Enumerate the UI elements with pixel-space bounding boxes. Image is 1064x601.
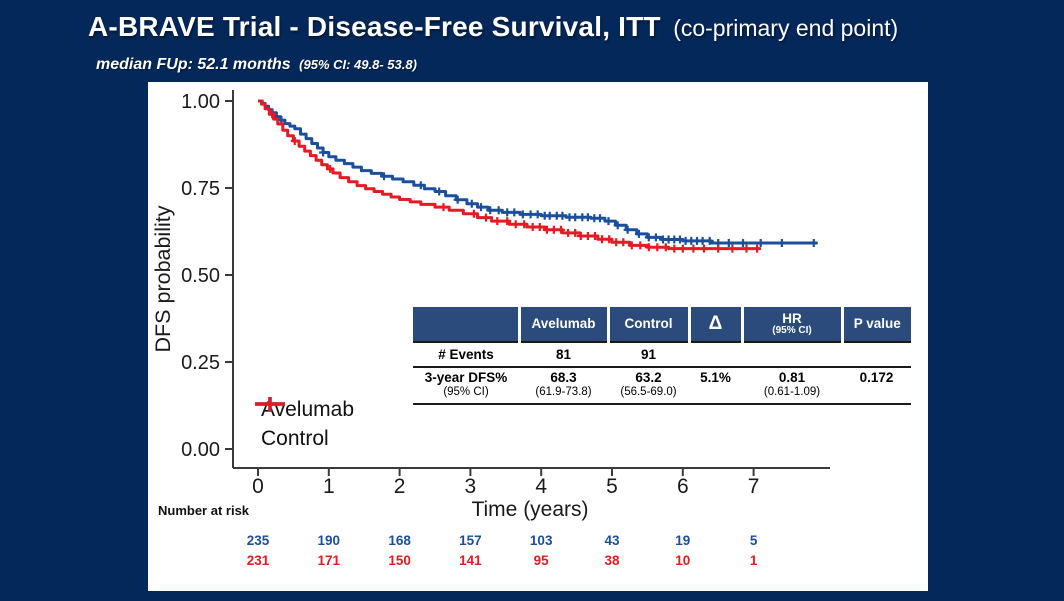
x-tick-label: 7 [748,475,760,498]
y-tick-label: 1.00 [181,91,220,113]
header-delta: Δ [687,307,742,343]
dfs-delta: 5.1% [689,367,742,405]
avelumab-curve [258,99,818,245]
y-tick-label: 0.75 [181,178,220,200]
axes [232,90,830,469]
events-avelumab: 81 [519,342,608,368]
stats-table: Avelumab Control Δ HR (95% CI) P value #… [413,307,911,405]
risk-count: 141 [459,553,482,568]
x-axis-label: Time (years) [471,498,589,521]
risk-count: 1 [749,553,758,568]
control-curve [258,99,761,251]
x-tick-label: 3 [465,475,477,498]
dfs-row: 3-year DFS% (95% CI) 68.3 (61.9-73.8) 63… [413,367,911,405]
stats-header-row: Avelumab Control Δ HR (95% CI) P value [413,307,911,343]
events-row: # Events 81 91 [413,342,911,368]
plot-panel: 0.00 0.25 0.50 0.75 1.00 0 1 2 3 4 5 6 7 DFS probabil… [148,82,928,591]
header-hr: HR (95% CI) [740,307,842,343]
control-plus-icon [255,397,285,411]
slide-title-suffix: (co-primary end point) [673,15,899,41]
x-tick-label: 5 [606,475,618,498]
risk-count: 157 [459,533,482,548]
median-followup-ci: (95% CI: 49.8- 53.8) [299,57,417,72]
legend-label: Control [261,426,329,450]
slide-subtitle: median FUp: 52.1 months (95% CI: 49.8- 5… [96,56,417,74]
x-tick-label: 1 [323,475,335,498]
risk-count: 5 [749,533,758,548]
header-empty [413,307,519,343]
risk-row-control: 231 171 150 141 95 38 10 1 [148,553,928,570]
legend-item-control: Control [252,397,354,453]
x-tick-label: 6 [677,475,689,498]
control-censor-marks [268,110,762,253]
avelumab-censor-marks [277,116,818,247]
risk-count: 171 [317,553,341,568]
events-label: # Events [413,342,519,368]
number-at-risk-label: Number at risk [158,503,250,518]
x-tick-label: 2 [394,475,406,498]
dfs-avelumab: 68.3 (61.9-73.8) [519,367,608,405]
risk-count: 38 [604,553,620,568]
risk-count: 43 [604,533,620,548]
y-tick-label: 0.25 [181,352,220,374]
events-control: 91 [608,342,689,368]
header-control: Control [606,307,689,343]
risk-count: 103 [529,533,553,548]
chart-legend: Avelumab Control [252,395,354,453]
y-axis-label: DFS probability [151,205,175,352]
risk-row-avelumab: 235 190 168 157 103 43 19 5 [148,533,928,550]
slide-title: A-BRAVE Trial - Disease-Free Survival, I… [88,11,898,43]
dfs-pvalue: 0.172 [842,367,911,405]
risk-count: 168 [388,533,411,548]
y-tick-label: 0.00 [181,439,220,461]
slide-title-main: A-BRAVE Trial - Disease-Free Survival, I… [88,11,661,42]
dfs-control: 63.2 (56.5-69.0) [608,367,689,405]
risk-count: 190 [317,533,341,548]
header-pvalue: P value [840,307,911,343]
risk-count: 235 [246,533,270,548]
x-tick-label: 0 [252,475,264,498]
risk-count: 150 [388,553,411,568]
dfs-hr: 0.81 (0.61-1.09) [742,367,842,405]
header-avelumab: Avelumab [517,307,608,343]
risk-count: 231 [246,553,270,568]
risk-count: 95 [533,553,549,568]
x-tick-label: 4 [535,475,547,498]
stats-table-container: Avelumab Control Δ HR (95% CI) P value #… [413,307,911,405]
median-followup-text: median FUp: 52.1 months [96,56,291,73]
km-survival-chart: 0.00 0.25 0.50 0.75 1.00 0 1 2 3 4 5 6 7 DFS probabil… [151,90,830,498]
y-tick-label: 0.50 [181,265,220,287]
dfs-label: 3-year DFS% (95% CI) [413,367,519,405]
risk-count: 19 [675,533,691,548]
risk-count: 10 [675,553,691,568]
